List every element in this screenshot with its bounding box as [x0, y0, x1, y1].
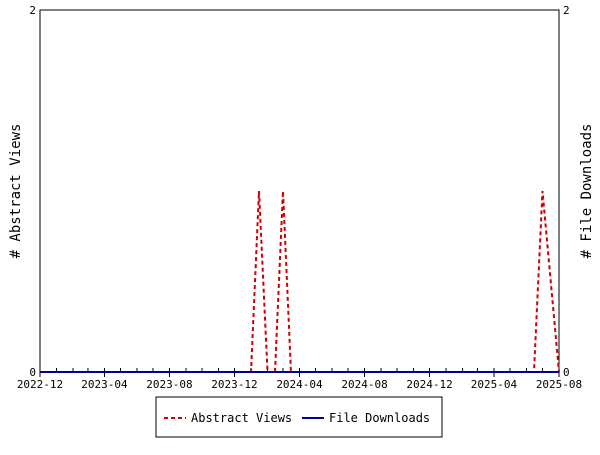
y-right-tick-bottom: 0	[563, 366, 570, 379]
legend-label-abstract-views: Abstract Views	[191, 411, 292, 425]
plot-area	[39, 9, 560, 373]
y-left-tick-bottom: 0	[29, 366, 36, 379]
legend-box	[155, 396, 443, 438]
x-tick-label: 2023-04	[81, 378, 128, 391]
legend: Abstract Views File Downloads	[155, 396, 443, 438]
y-axis-right-title: # File Downloads	[579, 124, 595, 259]
x-tick-label: 2023-12	[211, 378, 257, 391]
x-axis-ticks: 2022-12 2023-04 2023-08 2023-12 2024-04 2024-…	[17, 372, 582, 391]
y-left-tick-top: 2	[29, 4, 36, 17]
series-layer	[40, 190, 560, 373]
x-tick-label: 2025-04	[471, 378, 518, 391]
y-axis-left-title: # Abstract Views	[8, 124, 24, 259]
x-tick-label: 2025-08	[536, 378, 582, 391]
series-line-abstract-views	[40, 190, 560, 373]
legend-label-file-downloads: File Downloads	[329, 411, 430, 425]
x-tick-label: 2022-12	[17, 378, 63, 391]
y-right-tick-top: 2	[563, 4, 570, 17]
x-tick-label: 2024-08	[341, 378, 387, 391]
x-tick-label: 2023-08	[146, 378, 192, 391]
x-tick-label: 2024-12	[406, 378, 452, 391]
x-tick-label: 2024-04	[276, 378, 323, 391]
